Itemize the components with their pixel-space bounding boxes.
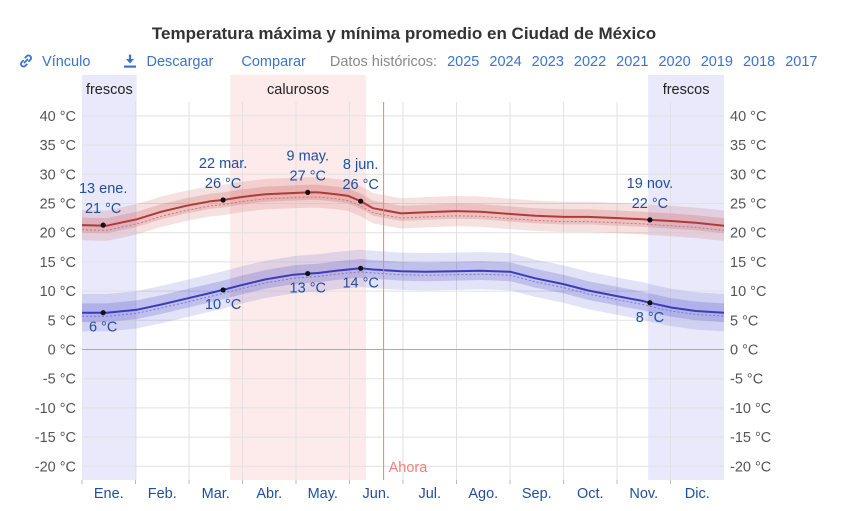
year-link-2019[interactable]: 2019 [700,53,733,70]
y-tick-label-right: 5 °C [730,313,758,329]
y-tick-label-left: 0 °C [48,343,76,359]
x-tick-label: Sep. [522,486,552,502]
x-tick-label: Ene. [94,486,124,502]
year-link-2022[interactable]: 2022 [573,53,607,70]
x-tick-label: Nov. [629,486,658,502]
annotation-date: 22 mar. [199,156,247,172]
annotation-value: 8 °C [636,310,664,326]
x-tick-label: Oct. [577,486,604,502]
annotation-value: 21 °C [85,201,121,217]
y-tick-label-left: -15 °C [35,430,76,446]
low-point [305,270,311,277]
history-years: 2025 2024 2023 2022 2021 2020 2019 2018 2017 [447,54,827,70]
link-button[interactable]: Vínculo [18,53,90,70]
annotation-value: 10 °C [205,297,241,313]
x-tick-label: May. [308,486,338,502]
season-band-cool [648,75,724,480]
low-series-line [82,267,725,314]
y-tick-label-right: 10 °C [730,284,766,300]
y-tick-label-right: -5 °C [730,372,763,388]
year-link-2021[interactable]: 2021 [616,53,649,70]
y-tick-label-right: -15 °C [730,430,771,446]
y-tick-label-right: 15 °C [730,255,766,271]
y-tick-label-left: 40 °C [40,109,76,125]
y-tick-label-right: 40 °C [730,109,766,125]
high-point [647,217,653,223]
chart-title: Temperatura máxima y mínima promedio en … [151,24,657,43]
y-tick-label-right: 20 °C [730,226,766,242]
y-tick-label-right: 25 °C [730,197,766,213]
high-point [100,222,106,228]
y-tick-label-left: 25 °C [40,197,76,213]
year-link-2020[interactable]: 2020 [658,53,691,70]
season-label-cool: frescos [86,82,133,98]
season-band-cool [82,75,137,480]
annotation-value: 26 °C [342,177,378,193]
y-tick-label-left: 5 °C [48,313,76,329]
y-tick-label-right: -20 °C [730,459,771,475]
season-label-hot: calurosos [267,82,329,98]
annotation-date: 8 jun. [343,157,378,173]
y-tick-label-left: -10 °C [35,401,76,417]
season-label-cool: frescos [663,82,710,98]
x-tick-label: Feb. [148,486,177,502]
link-icon [18,54,38,70]
year-link-2025[interactable]: 2025 [447,53,480,70]
x-tick-label: Mar. [202,486,230,502]
low-point [100,310,106,316]
year-link-2018[interactable]: 2018 [742,53,776,70]
y-tick-label-right: 35 °C [730,138,766,154]
annotation-date: 9 may. [287,148,329,164]
y-tick-label-left: 15 °C [40,255,76,271]
year-link-2023[interactable]: 2023 [531,53,564,70]
annotation-value: 6 °C [89,320,117,336]
low-inner-band [82,259,724,323]
low-point [647,300,653,306]
y-tick-label-left: 20 °C [40,226,76,242]
year-link-2017[interactable]: 2017 [785,53,818,70]
annotation-date: 13 ene. [79,181,127,197]
annotation-value: 27 °C [290,168,326,184]
y-tick-label-left: -5 °C [43,372,76,388]
y-tick-label-left: 10 °C [40,284,76,300]
low-outer-band [82,249,724,332]
compare-button[interactable]: Comparar [241,53,306,70]
history-label: Datos históricos: [329,53,438,70]
chart-toolbar: Vínculo Descargar Comparar Datos históri… [18,53,828,70]
high-point [358,198,364,204]
low-point [220,287,226,293]
high-point [305,189,311,196]
download-icon [122,54,142,70]
annotation-date: 19 nov. [627,176,674,192]
x-tick-label: Abr. [256,486,282,502]
year-link-2024[interactable]: 2024 [489,53,522,70]
now-label: Ahora [389,460,429,476]
low-point [358,265,364,271]
low-dotted-line [82,271,725,317]
high-series-line [81,191,725,227]
annotation-value: 26 °C [205,176,241,192]
high-outer-band [82,177,724,241]
y-tick-label-left: -20 °C [35,459,76,475]
x-tick-label: Jul. [418,486,441,502]
annotation-value: 13 °C [290,281,326,297]
x-tick-label: Dic. [685,486,710,502]
x-tick-label: Jun. [363,486,390,502]
download-button[interactable]: Descargar [122,53,213,70]
y-tick-label-left: 30 °C [40,167,76,183]
link-label: Vínculo [42,54,91,70]
y-tick-label-left: 35 °C [40,138,76,154]
download-label: Descargar [146,54,214,70]
y-tick-label-right: 30 °C [730,167,766,183]
x-tick-label: Ago. [468,486,498,502]
high-point [220,197,226,203]
annotation-value: 22 °C [632,196,668,212]
annotation-value: 14 °C [342,275,378,291]
y-tick-label-right: -10 °C [730,401,771,417]
y-tick-label-right: 0 °C [730,343,758,359]
